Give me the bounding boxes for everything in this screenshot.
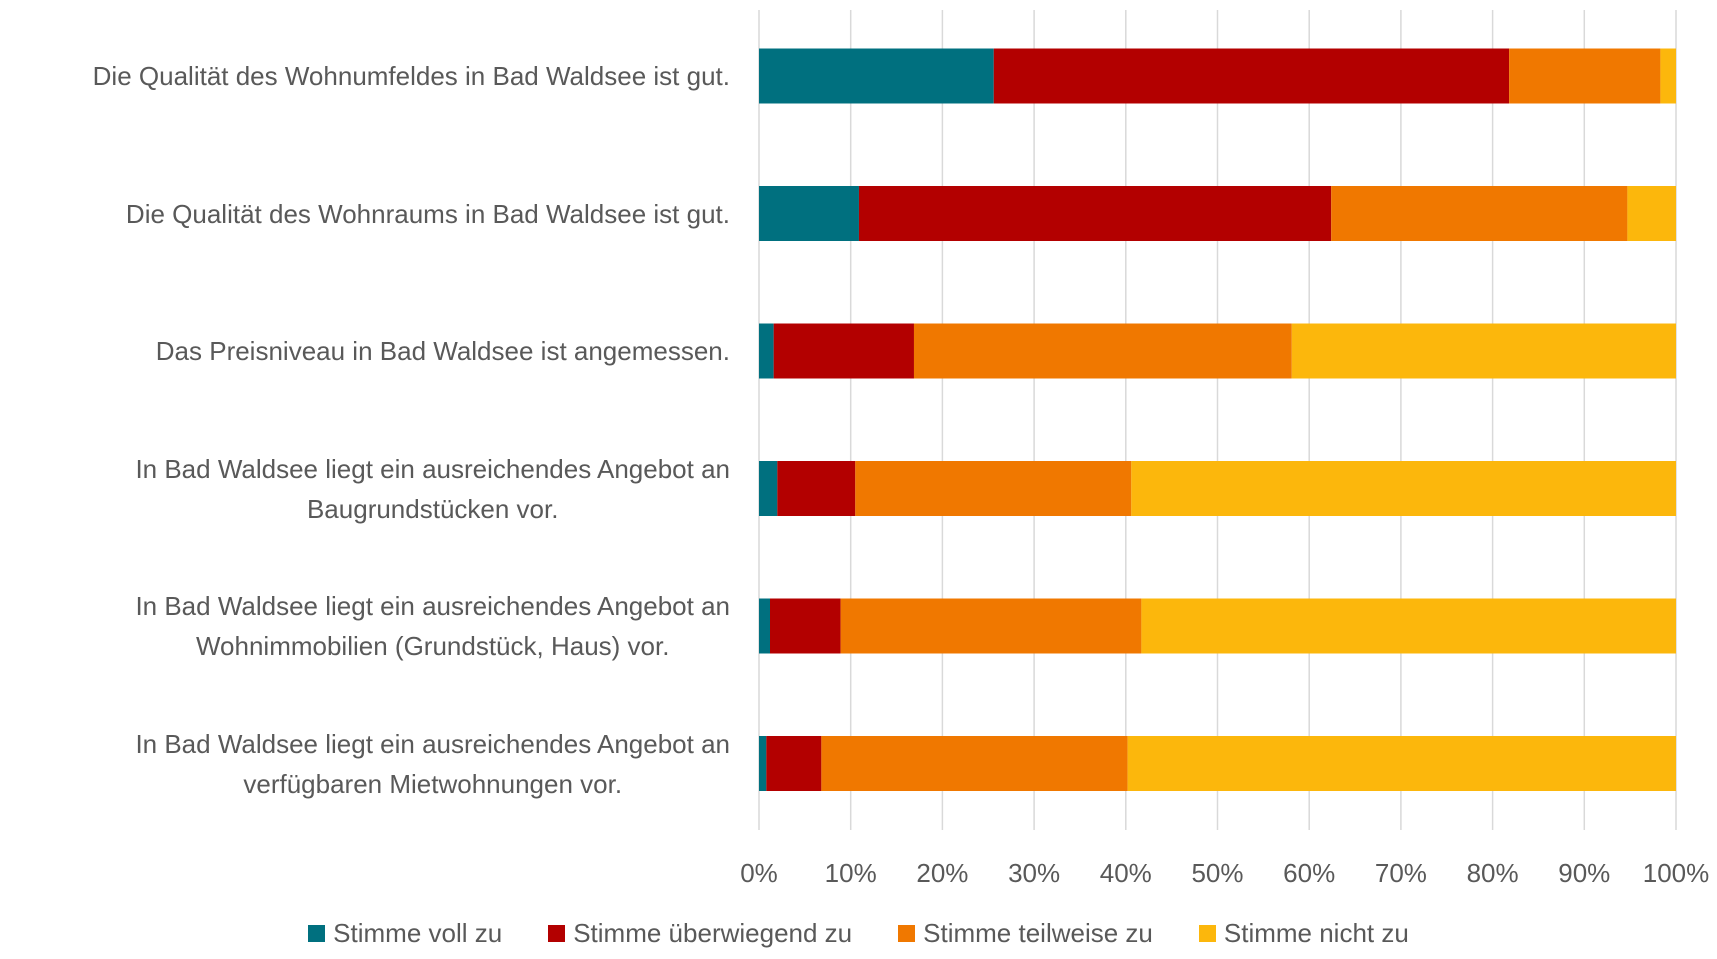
legend-item: Stimme nicht zu bbox=[1198, 918, 1409, 949]
bar-segment bbox=[1141, 598, 1676, 654]
bar-segment bbox=[1291, 323, 1676, 379]
category-label: In Bad Waldsee liegt ein ausreichendes A… bbox=[135, 591, 730, 661]
x-tick-label: 10% bbox=[825, 858, 877, 888]
x-tick-label: 50% bbox=[1191, 858, 1243, 888]
category-label: Das Preisniveau in Bad Waldsee ist angem… bbox=[155, 336, 730, 366]
legend-item: Stimme teilweise zu bbox=[898, 918, 1153, 949]
bar-segment bbox=[840, 598, 1142, 654]
bar-segment bbox=[1660, 48, 1676, 104]
bar-segment bbox=[1331, 186, 1628, 241]
legend-swatch bbox=[548, 925, 566, 942]
category-label: Die Qualität des Wohnumfeldes in Bad Wal… bbox=[92, 61, 730, 91]
x-tick-label: 60% bbox=[1283, 858, 1335, 888]
bar-segment bbox=[766, 736, 822, 791]
bar-segment bbox=[855, 461, 1132, 516]
bar-segment bbox=[773, 323, 914, 379]
bar-segment bbox=[770, 598, 841, 654]
x-tick-label: 90% bbox=[1558, 858, 1610, 888]
legend-swatch bbox=[898, 925, 916, 942]
bar-segment bbox=[777, 461, 856, 516]
x-tick-label: 100% bbox=[1643, 858, 1710, 888]
x-tick-label: 70% bbox=[1375, 858, 1427, 888]
legend-label: Stimme teilweise zu bbox=[923, 918, 1153, 948]
legend-label: Stimme überwiegend zu bbox=[573, 918, 853, 948]
x-tick-label: 0% bbox=[740, 858, 778, 888]
bar-segment bbox=[759, 598, 771, 654]
bar-segment bbox=[759, 48, 994, 104]
x-tick-label: 20% bbox=[916, 858, 968, 888]
category-label: Die Qualität des Wohnraums in Bad Waldse… bbox=[125, 198, 730, 229]
legend-swatch bbox=[308, 925, 326, 942]
legend-item: Stimme voll zu bbox=[308, 918, 502, 949]
legend-item: Stimme überwiegend zu bbox=[548, 918, 852, 949]
bar-segment bbox=[993, 48, 1510, 104]
bar-segment bbox=[1127, 736, 1676, 791]
x-tick-label: 40% bbox=[1100, 858, 1152, 888]
bar-segment bbox=[759, 186, 859, 241]
bar-segment bbox=[1627, 186, 1676, 241]
legend-label: Stimme nicht zu bbox=[1223, 918, 1409, 948]
category-label: In Bad Waldsee liegt ein ausreichendes A… bbox=[135, 453, 730, 524]
bar-segment bbox=[759, 323, 774, 379]
category-label: In Bad Waldsee liegt ein ausreichendes A… bbox=[135, 728, 730, 799]
bar-segment bbox=[913, 323, 1292, 379]
bar-segment bbox=[1131, 461, 1676, 516]
bar-segment bbox=[759, 461, 778, 516]
legend-label: Stimme voll zu bbox=[333, 918, 503, 948]
x-tick-label: 80% bbox=[1467, 858, 1519, 888]
bar-segment bbox=[759, 736, 767, 791]
bar-segment bbox=[821, 736, 1128, 791]
bar-segment bbox=[1509, 48, 1661, 104]
x-tick-label: 30% bbox=[1008, 858, 1060, 888]
legend: Stimme voll zu Stimme überwiegend zu Stimm… bbox=[0, 918, 1717, 949]
bar-segment bbox=[858, 186, 1332, 241]
legend-swatch bbox=[1198, 925, 1216, 942]
